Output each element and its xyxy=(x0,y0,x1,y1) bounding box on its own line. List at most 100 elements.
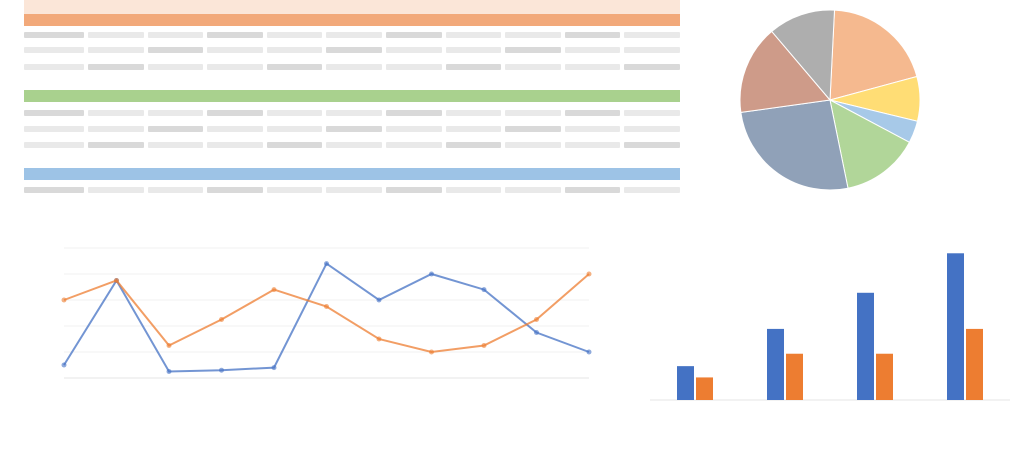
table-cell xyxy=(564,142,621,148)
table-cell xyxy=(385,126,442,132)
line-series-1 xyxy=(63,262,590,373)
table-cell xyxy=(266,126,323,132)
table-cell xyxy=(24,126,84,132)
table-cell xyxy=(564,32,621,38)
table-cell xyxy=(445,142,502,148)
bar-chart xyxy=(630,222,1024,444)
table-cell xyxy=(24,142,84,148)
line-point xyxy=(61,297,67,303)
bar xyxy=(947,253,964,400)
spreadsheet-table xyxy=(0,0,690,205)
table-cell xyxy=(207,32,263,38)
table-cell xyxy=(624,47,680,53)
table-cell xyxy=(505,110,561,116)
table-cell xyxy=(505,47,561,53)
bar xyxy=(857,292,874,400)
table-cell xyxy=(266,64,323,70)
table-row xyxy=(24,62,680,72)
table-cell xyxy=(505,64,561,70)
table-cell xyxy=(88,32,144,38)
line-point xyxy=(534,317,539,322)
table-cell xyxy=(385,32,442,38)
table-cell xyxy=(207,187,263,193)
table-cell xyxy=(326,142,382,148)
table-cell xyxy=(385,64,442,70)
line-point xyxy=(219,317,224,322)
table-cell xyxy=(88,64,144,70)
table-cell xyxy=(445,126,502,132)
table-cell xyxy=(505,187,561,193)
line-point xyxy=(586,271,592,277)
table-cell xyxy=(326,187,382,193)
line-point xyxy=(271,365,277,371)
table-cell xyxy=(624,110,680,116)
table-cell xyxy=(445,64,502,70)
table-cell xyxy=(445,32,502,38)
table-cell xyxy=(266,187,323,193)
table-cell xyxy=(564,47,621,53)
table-cell xyxy=(564,126,621,132)
table-cell xyxy=(88,126,144,132)
table-cell xyxy=(385,187,442,193)
table-cell xyxy=(88,47,144,53)
table-cell xyxy=(445,47,502,53)
table-cell xyxy=(147,47,204,53)
table-cell xyxy=(266,32,323,38)
table-row xyxy=(24,45,680,55)
table-cell xyxy=(88,187,144,193)
table-cell xyxy=(207,47,263,53)
bar xyxy=(966,328,983,400)
table-cell xyxy=(24,47,84,53)
line-chart-svg xyxy=(61,247,592,379)
table-cell xyxy=(624,126,680,132)
table-row xyxy=(24,30,680,40)
table-cell xyxy=(207,110,263,116)
table-cell xyxy=(385,47,442,53)
pie-slice xyxy=(829,99,911,189)
table-cell xyxy=(624,142,680,148)
line-point xyxy=(376,297,382,303)
table-section-band-3 xyxy=(24,168,680,180)
table-cell xyxy=(207,64,263,70)
table-cell xyxy=(207,126,263,132)
table-cell xyxy=(24,32,84,38)
table-section-band-2 xyxy=(24,90,680,102)
bar xyxy=(677,366,694,400)
table-cell xyxy=(266,47,323,53)
table-cell xyxy=(88,110,144,116)
line-point xyxy=(534,330,539,335)
table-cell xyxy=(564,110,621,116)
pie-slice xyxy=(771,9,836,102)
line-point xyxy=(586,349,592,355)
table-cell xyxy=(24,64,84,70)
table-cell xyxy=(624,64,680,70)
line-point xyxy=(271,287,277,293)
table-row xyxy=(24,108,680,118)
table-cell xyxy=(624,32,680,38)
table-cell xyxy=(326,64,382,70)
table-cell xyxy=(385,142,442,148)
line-point xyxy=(429,349,434,355)
pie-chart xyxy=(700,0,1024,235)
pie-chart-svg xyxy=(739,9,921,191)
table-cell xyxy=(505,126,561,132)
bar xyxy=(786,353,803,400)
table-row xyxy=(24,124,680,134)
line-point xyxy=(376,336,382,342)
line-chart xyxy=(24,208,624,408)
table-cell xyxy=(147,142,204,148)
table-cell xyxy=(266,142,323,148)
table-cell xyxy=(88,142,144,148)
table-cell xyxy=(24,187,84,193)
bar-chart-svg xyxy=(650,253,1010,401)
line-point xyxy=(481,343,487,348)
line-series-2 xyxy=(63,273,590,354)
table-row xyxy=(24,185,680,195)
table-cell xyxy=(266,110,323,116)
pie-slice xyxy=(739,30,831,113)
table-row xyxy=(24,140,680,150)
pie-slice xyxy=(829,9,918,101)
table-cell xyxy=(445,110,502,116)
table-cell xyxy=(326,32,382,38)
table-cell xyxy=(147,32,204,38)
